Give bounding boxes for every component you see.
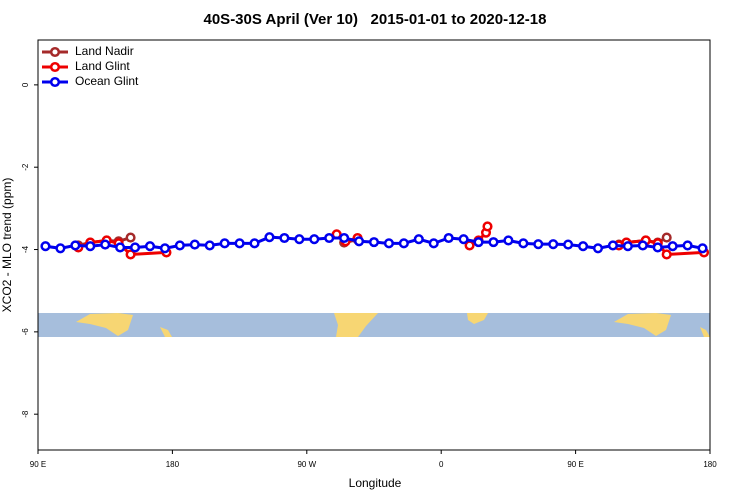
point xyxy=(661,249,672,260)
point xyxy=(339,232,350,244)
point xyxy=(249,238,260,249)
point xyxy=(55,243,66,254)
point xyxy=(279,232,290,244)
x-tick-label: 0 xyxy=(439,460,444,469)
y-tick-label: -2 xyxy=(21,163,30,171)
legend-label: Ocean Glint xyxy=(75,74,139,88)
point xyxy=(428,238,439,249)
point xyxy=(503,235,514,246)
point xyxy=(204,240,215,251)
point xyxy=(622,241,633,252)
point xyxy=(592,243,604,254)
point xyxy=(488,237,499,248)
point xyxy=(189,239,200,250)
x-tick-label: 180 xyxy=(166,460,180,469)
x-axis-label: Longitude xyxy=(349,476,402,490)
point xyxy=(294,234,305,245)
legend-label: Land Glint xyxy=(75,59,130,73)
y-tick-label: -6 xyxy=(21,328,30,336)
point xyxy=(482,221,493,232)
point xyxy=(70,240,81,251)
y-axis-label: XCO2 - MLO trend (ppm) xyxy=(0,178,14,313)
point xyxy=(144,241,156,252)
legend-marker xyxy=(49,61,61,73)
point xyxy=(548,239,559,250)
x-tick-label: 90 W xyxy=(297,460,316,469)
plot-frame xyxy=(37,39,711,451)
point xyxy=(398,238,409,249)
map-strip xyxy=(38,313,710,337)
point xyxy=(85,241,96,252)
point xyxy=(219,238,230,249)
point xyxy=(354,236,365,247)
point xyxy=(413,234,424,245)
point xyxy=(637,240,648,251)
point xyxy=(264,232,275,243)
point xyxy=(667,241,678,252)
legend-marker xyxy=(49,76,61,88)
y-tick-label: -4 xyxy=(21,245,30,253)
point xyxy=(125,249,136,260)
point xyxy=(661,232,672,243)
point xyxy=(100,239,111,250)
legend-label: Land Nadir xyxy=(75,44,134,58)
point xyxy=(324,232,335,244)
x-tick-label: 90 E xyxy=(30,460,46,469)
point xyxy=(368,237,380,248)
point xyxy=(130,242,141,253)
x-tick-label: 180 xyxy=(703,460,717,469)
point xyxy=(159,243,170,254)
point xyxy=(40,241,51,252)
point xyxy=(383,238,394,249)
point xyxy=(578,241,589,252)
point xyxy=(533,239,544,250)
legend-marker xyxy=(49,46,61,58)
x-tick-label: 90 E xyxy=(567,460,583,469)
point xyxy=(682,240,693,251)
point xyxy=(115,242,126,253)
y-tick-label: 0 xyxy=(21,82,30,87)
point xyxy=(309,234,320,245)
point xyxy=(518,238,529,249)
y-tick-label: -8 xyxy=(21,410,30,418)
point xyxy=(125,232,136,243)
point xyxy=(563,239,574,250)
chart-title: 40S-30S April (Ver 10) 2015-01-01 to 202… xyxy=(204,11,547,28)
point xyxy=(458,234,469,245)
point xyxy=(443,232,454,244)
point xyxy=(473,237,484,248)
point xyxy=(607,240,618,251)
point xyxy=(652,242,663,253)
point xyxy=(174,240,185,251)
point xyxy=(697,243,708,254)
point xyxy=(234,238,245,249)
